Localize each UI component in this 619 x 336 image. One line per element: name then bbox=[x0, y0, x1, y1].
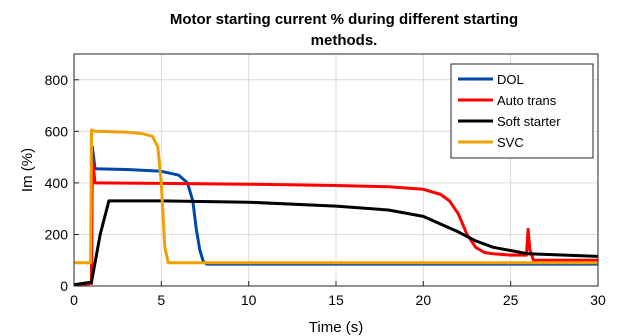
series-group bbox=[73, 128, 599, 287]
series-line-soft-starter bbox=[73, 199, 599, 287]
legend-label: Soft starter bbox=[497, 114, 561, 129]
y-axis-label: Im (%) bbox=[19, 148, 36, 192]
y-tick-label: 400 bbox=[45, 175, 69, 191]
ticks: 0 5 10 15 20 25 30 0 200 400 600 800 bbox=[45, 72, 606, 308]
legend-label: SVC bbox=[497, 135, 524, 150]
series-line-auto-trans bbox=[73, 155, 598, 287]
y-tick-label: 600 bbox=[45, 123, 69, 139]
x-tick-label: 20 bbox=[416, 292, 432, 308]
y-tick-label: 200 bbox=[45, 226, 69, 242]
legend: DOL Auto trans Soft starter SVC bbox=[450, 63, 594, 159]
chart-title-line-2: methods. bbox=[311, 32, 378, 49]
legend-items: DOL Auto trans Soft starter SVC bbox=[458, 72, 561, 150]
x-tick-label: 30 bbox=[590, 292, 606, 308]
y-tick-label: 0 bbox=[60, 278, 68, 294]
series-line-svc bbox=[74, 128, 598, 265]
x-tick-label: 25 bbox=[503, 292, 519, 308]
x-tick-label: 0 bbox=[70, 292, 78, 308]
legend-label: Auto trans bbox=[497, 93, 557, 108]
x-tick-label: 10 bbox=[241, 292, 257, 308]
legend-label: DOL bbox=[497, 72, 524, 87]
x-tick-label: 5 bbox=[157, 292, 165, 308]
x-axis-label: Time (s) bbox=[309, 319, 363, 336]
x-tick-label: 15 bbox=[328, 292, 344, 308]
y-tick-label: 800 bbox=[45, 72, 69, 88]
chart-title-line-1: Motor starting current % during differen… bbox=[170, 11, 518, 28]
